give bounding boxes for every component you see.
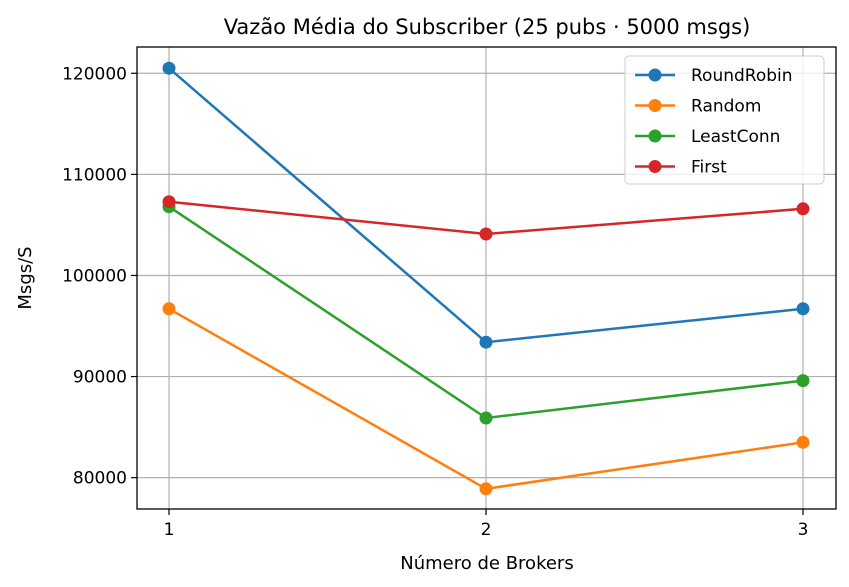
legend-entry: Random — [635, 97, 761, 117]
data-point — [162, 61, 176, 75]
legend-label: First — [691, 158, 727, 178]
legend-marker — [648, 160, 662, 173]
data-point — [162, 302, 176, 316]
legend-label: LeastConn — [691, 127, 780, 147]
legend-marker — [648, 99, 662, 112]
chart-title: Vazão Média do Subscriber (25 pubs · 500… — [224, 15, 751, 39]
data-point — [162, 195, 176, 209]
legend-entry: LeastConn — [635, 127, 780, 147]
legend-marker — [648, 129, 662, 143]
y-tick-label: 90000 — [73, 368, 127, 388]
y-tick-label: 80000 — [73, 469, 127, 489]
legend-frame — [624, 55, 825, 185]
axis-ticks: 1 2 3 80000 90000 100000 110000 120000 — [62, 64, 808, 540]
data-point — [479, 335, 493, 349]
data-point — [796, 374, 810, 388]
y-tick-label: 110000 — [62, 165, 127, 185]
legend-label: Random — [691, 97, 761, 117]
series-random — [162, 302, 810, 496]
x-tick-label: 2 — [481, 520, 492, 540]
legend-entry: RoundRobin — [635, 66, 793, 86]
data-point — [796, 202, 810, 216]
y-tick-label: 100000 — [62, 266, 127, 286]
y-tick-label: 120000 — [62, 64, 127, 84]
legend-label: RoundRobin — [691, 66, 793, 86]
series-first — [162, 195, 810, 241]
data-point — [479, 227, 493, 241]
data-point — [479, 411, 493, 425]
x-axis-label: Número de Brokers — [400, 553, 573, 574]
x-tick-label: 1 — [164, 520, 175, 540]
x-tick-label: 3 — [798, 520, 809, 540]
data-point — [479, 482, 493, 496]
series-roundrobin — [162, 61, 810, 349]
y-axis-label: Msgs/S — [15, 246, 36, 309]
data-point — [796, 435, 810, 449]
series-layer — [162, 61, 810, 496]
legend: RoundRobin Random LeastConn First — [624, 55, 825, 185]
legend-entry: First — [635, 158, 727, 178]
data-point — [796, 302, 810, 316]
legend-marker — [648, 68, 662, 82]
